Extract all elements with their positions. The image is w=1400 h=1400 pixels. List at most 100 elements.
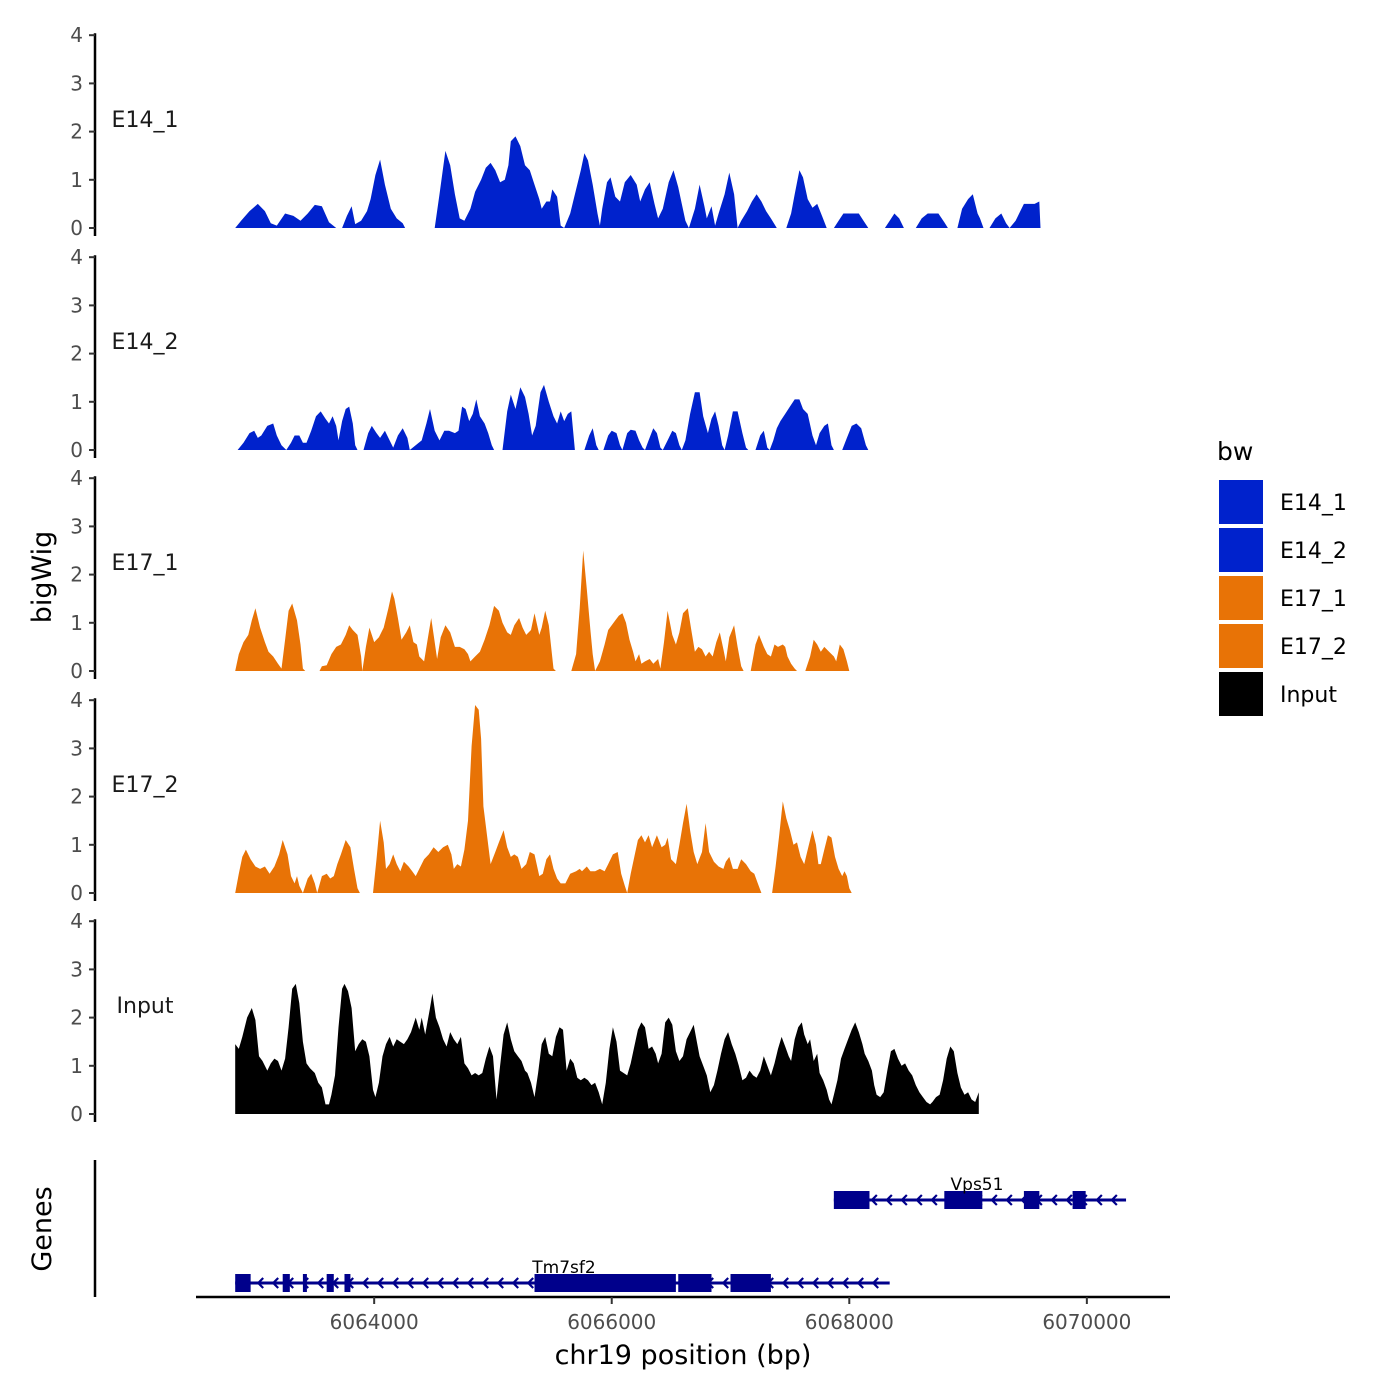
- legend: bw E14_1 E14_2 E17_1 E17_2 Input: [1217, 437, 1347, 716]
- x-tick-label: 6068000: [805, 1310, 894, 1334]
- y-tick-label: 4: [70, 909, 83, 933]
- signal-area-E17_1: [805, 639, 850, 671]
- bigwig-tracks: 0 1 2 3 4 E14_1 0 1 2 3 4 E14_2 0 1 2 3 4 E17_1 0 1 2 3 4 E17_2…: [70, 23, 1041, 1126]
- signal-area-E17_1: [235, 603, 306, 671]
- strand-arrow: [781, 1277, 789, 1289]
- genes-panel: Vps51 Tm7sf2: [93, 1160, 1127, 1297]
- strand-arrow: [811, 1277, 819, 1289]
- strand-arrow: [466, 1277, 474, 1289]
- strand-arrow: [511, 1277, 519, 1289]
- strand-arrow: [481, 1277, 489, 1289]
- signal-area-E14_1: [915, 213, 948, 228]
- signal-area-E14_1: [342, 159, 406, 228]
- strand-arrow: [436, 1277, 444, 1289]
- gene-exon: [326, 1274, 334, 1292]
- gene-label: Vps51: [951, 1175, 1004, 1195]
- strand-arrow: [871, 1277, 879, 1289]
- legend-label: E14_2: [1280, 539, 1347, 564]
- signal-area-E17_1: [750, 634, 797, 671]
- signal-area-E17_2: [772, 801, 852, 893]
- strand-arrow: [721, 1277, 729, 1289]
- strand-arrow: [841, 1277, 849, 1289]
- gene-exon: [344, 1274, 351, 1292]
- legend-label: E17_1: [1280, 587, 1347, 612]
- y-tick-label: 4: [70, 466, 83, 490]
- y-tick-label: 2: [70, 563, 83, 587]
- strand-arrow: [361, 1277, 369, 1289]
- strand-arrow: [271, 1277, 279, 1289]
- signal-area-E17_2: [373, 705, 762, 893]
- strand-arrow: [1050, 1194, 1058, 1206]
- strand-arrow: [256, 1277, 264, 1289]
- genes-axis-title: Genes: [27, 1186, 58, 1271]
- gene-exon: [282, 1274, 290, 1292]
- y-tick-label: 1: [70, 168, 83, 192]
- x-tick-label: 6064000: [330, 1310, 419, 1334]
- gene-Vps51: Vps51: [833, 1175, 1127, 1209]
- gene-exon: [1072, 1191, 1086, 1209]
- strand-arrow: [406, 1277, 414, 1289]
- y-tick-label: 0: [70, 659, 83, 683]
- legend-label: E17_2: [1280, 635, 1347, 660]
- x-axis: 6064000 6066000 6068000 6070000: [196, 1295, 1170, 1334]
- gene-exon: [730, 1274, 771, 1292]
- signal-area-E14_1: [833, 213, 869, 228]
- signal-area-E14_2: [603, 392, 749, 450]
- strand-arrow: [316, 1277, 324, 1289]
- strand-arrow: [376, 1277, 384, 1289]
- y-tick-label: 1: [70, 1054, 83, 1078]
- y-tick-label: 3: [70, 293, 83, 317]
- y-axis-title: bigWig: [27, 531, 58, 624]
- signal-area-E14_1: [957, 194, 984, 228]
- track-E14_2: 0 1 2 3 4 E14_2: [70, 245, 869, 462]
- signal-area-E14_2: [237, 406, 358, 450]
- y-tick-label: 4: [70, 23, 83, 47]
- y-tick-label: 1: [70, 611, 83, 635]
- y-tick-label: 3: [70, 736, 83, 760]
- signal-area-E14_1: [989, 201, 1041, 228]
- strand-arrow: [496, 1277, 504, 1289]
- signal-area-E14_1: [786, 170, 827, 228]
- x-axis-title: chr19 position (bp): [555, 1340, 812, 1371]
- signal-area-E14_2: [363, 399, 495, 450]
- strand-arrow: [930, 1194, 938, 1206]
- y-tick-label: 2: [70, 785, 83, 809]
- gene-exon: [302, 1274, 307, 1292]
- gene-exon: [1023, 1191, 1040, 1209]
- strand-arrow: [900, 1194, 908, 1206]
- signal-area-E14_1: [235, 203, 337, 228]
- signal-area-E17_1: [571, 550, 744, 671]
- track-E17_1: 0 1 2 3 4 E17_1: [70, 466, 850, 683]
- signal-area-Input: [235, 983, 979, 1114]
- gene-exon: [235, 1274, 251, 1292]
- strand-arrow: [1095, 1194, 1103, 1206]
- legend-key-Input: [1219, 672, 1263, 716]
- legend-label: E14_1: [1280, 491, 1347, 516]
- x-tick-label: 6070000: [1042, 1310, 1131, 1334]
- strand-arrow: [826, 1277, 834, 1289]
- signal-area-E14_2: [502, 384, 575, 450]
- signal-area-E14_2: [584, 428, 599, 450]
- legend-key-E14_1: [1219, 480, 1263, 524]
- track-Input: 0 1 2 3 4 Input: [70, 909, 979, 1126]
- track-label: Input: [117, 994, 174, 1019]
- strand-arrow: [1005, 1194, 1013, 1206]
- strand-arrow: [451, 1277, 459, 1289]
- y-tick-label: 0: [70, 438, 83, 462]
- legend-label: Input: [1280, 683, 1337, 708]
- y-tick-label: 2: [70, 1006, 83, 1030]
- y-tick-label: 2: [70, 342, 83, 366]
- legend-key-E17_2: [1219, 624, 1263, 668]
- signal-area-E14_2: [755, 399, 834, 450]
- signal-area-E14_1: [434, 136, 777, 228]
- track-label: E17_1: [112, 551, 179, 576]
- y-tick-label: 3: [70, 71, 83, 95]
- strand-arrow: [990, 1194, 998, 1206]
- legend-key-E17_1: [1219, 576, 1263, 620]
- x-tick-label: 6066000: [567, 1310, 656, 1334]
- y-tick-label: 4: [70, 245, 83, 269]
- track-label: E17_2: [112, 773, 179, 798]
- strand-arrow: [526, 1277, 534, 1289]
- track-label: E14_1: [112, 108, 179, 133]
